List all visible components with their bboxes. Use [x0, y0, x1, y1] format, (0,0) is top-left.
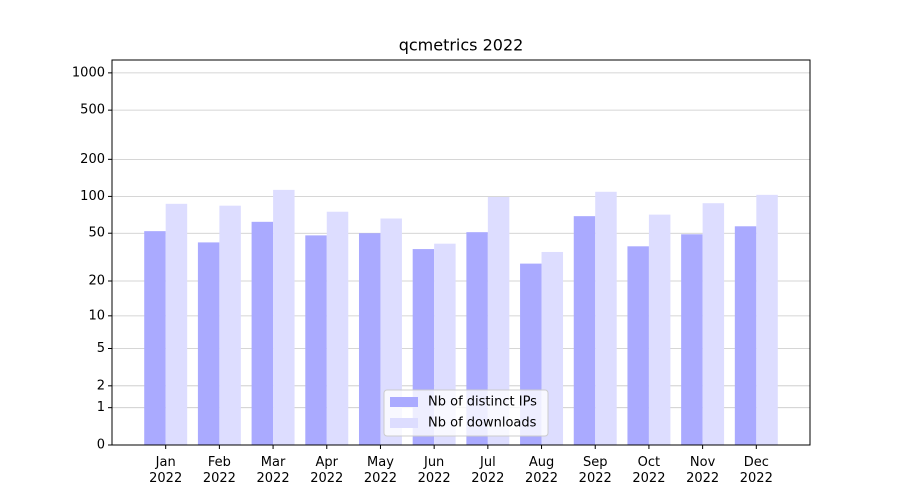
y-tick-label: 20 [88, 274, 105, 289]
x-tick-label: Sep 2022 [579, 455, 612, 486]
x-tick-label: Jul 2022 [471, 455, 504, 486]
bar [197, 242, 220, 445]
bar [734, 226, 757, 445]
bar [702, 203, 725, 445]
legend-label: Nb of distinct IPs [428, 395, 537, 410]
y-tick-label: 200 [80, 152, 105, 167]
x-tick-label: Mar 2022 [257, 455, 290, 486]
x-tick-label: Aug 2022 [525, 455, 558, 486]
y-tick-label: 2 [97, 378, 105, 393]
y-tick-label: 500 [80, 103, 105, 118]
chart-title: qcmetrics 2022 [399, 36, 524, 55]
bar [380, 218, 402, 445]
legend: Nb of distinct IPs Nb of downloads [383, 389, 549, 437]
bar [648, 214, 671, 445]
x-tick-label: Feb 2022 [203, 455, 236, 486]
legend-swatch [390, 418, 418, 428]
bar [595, 191, 617, 445]
x-tick-label: Jan 2022 [149, 455, 182, 486]
y-tick-label: 10 [88, 308, 105, 323]
bar [627, 246, 649, 445]
legend-frame [383, 389, 549, 437]
bar [219, 205, 241, 445]
bar [273, 189, 295, 445]
y-tick-label: 50 [88, 226, 105, 241]
legend-swatch [390, 397, 418, 407]
bar [165, 203, 188, 445]
bar [756, 194, 778, 445]
bar [251, 221, 274, 445]
bar [358, 233, 381, 445]
x-tick-label: Oct 2022 [632, 455, 665, 486]
x-tick-label: Dec 2022 [740, 455, 773, 486]
y-tick-label: 1000 [72, 65, 105, 80]
bar [144, 231, 166, 445]
y-tick-label: 5 [97, 341, 105, 356]
y-tick-label: 100 [80, 189, 105, 204]
bar [573, 216, 596, 445]
x-tick-label: Apr 2022 [310, 455, 343, 486]
axes-frame [111, 59, 811, 446]
x-tick-label: Jun 2022 [418, 455, 451, 486]
x-tick-label: May 2022 [364, 455, 397, 486]
bar [326, 211, 349, 445]
bar [681, 234, 703, 445]
x-tick-label: Nov 2022 [686, 455, 719, 486]
y-tick-label: 0 [97, 438, 105, 453]
y-tick-label: 1 [97, 400, 105, 415]
legend-label: Nb of downloads [428, 416, 537, 431]
bar [487, 196, 510, 445]
bar [305, 235, 327, 445]
